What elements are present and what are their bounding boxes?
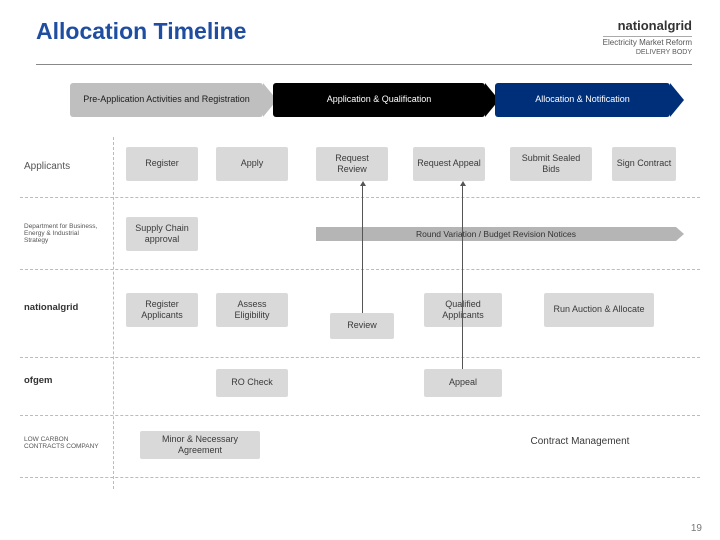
box-contractMgmt: Contract Management	[500, 431, 660, 453]
box-appeal: Appeal	[424, 369, 502, 397]
org-label-ofgem: ofgem	[24, 376, 104, 386]
lane-sep-beis	[20, 269, 700, 270]
brand-logo: nationalgrid Electricity Market Reform D…	[603, 18, 692, 58]
logo-sub1: Electricity Market Reform	[603, 36, 692, 48]
arrow-up-0	[362, 185, 363, 313]
box-signContract: Sign Contract	[612, 147, 676, 181]
box-regApplicants: Register Applicants	[126, 293, 198, 327]
arrow-up-1	[462, 185, 463, 369]
phase-1: Application & Qualification	[273, 83, 499, 117]
org-label-applicants: Applicants	[24, 161, 104, 172]
box-apply: Apply	[216, 147, 288, 181]
org-label-lccc: LOW CARBON CONTRACTS COMPANY	[24, 436, 104, 450]
page-number: 19	[691, 523, 702, 534]
logo-sub2: DELIVERY BODY	[603, 49, 692, 57]
header-rule	[36, 64, 692, 65]
org-label-ng: nationalgrid	[24, 303, 104, 313]
notice-bar: Round Variation / Budget Revision Notice…	[316, 227, 684, 241]
logo-main: nationalgrid	[618, 18, 692, 33]
box-runAuction: Run Auction & Allocate	[544, 293, 654, 327]
box-qualified: Qualified Applicants	[424, 293, 502, 327]
box-review: Review	[330, 313, 394, 339]
box-roCheck: RO Check	[216, 369, 288, 397]
phase-0: Pre-Application Activities and Registrat…	[70, 83, 277, 117]
page-title: Allocation Timeline	[36, 18, 246, 45]
box-supplyChain: Supply Chain approval	[126, 217, 198, 251]
lane-sep-ng	[20, 357, 700, 358]
timeline-chart: Pre-Application Activities and Registrat…	[20, 77, 700, 497]
lane-sep-ofgem	[20, 415, 700, 416]
lane-vertical-separator	[113, 137, 114, 489]
lane-sep-applicants	[20, 197, 700, 198]
box-reqAppeal: Request Appeal	[413, 147, 485, 181]
phase-2: Allocation & Notification	[495, 83, 684, 117]
box-submitBids: Submit Sealed Bids	[510, 147, 592, 181]
org-label-beis: Department for Business, Energy & Indust…	[24, 223, 104, 244]
box-reqReview: Request Review	[316, 147, 388, 181]
lane-sep-lccc	[20, 477, 700, 478]
box-assessElig: Assess Eligibility	[216, 293, 288, 327]
box-register: Register	[126, 147, 198, 181]
box-minorNec: Minor & Necessary Agreement	[140, 431, 260, 459]
